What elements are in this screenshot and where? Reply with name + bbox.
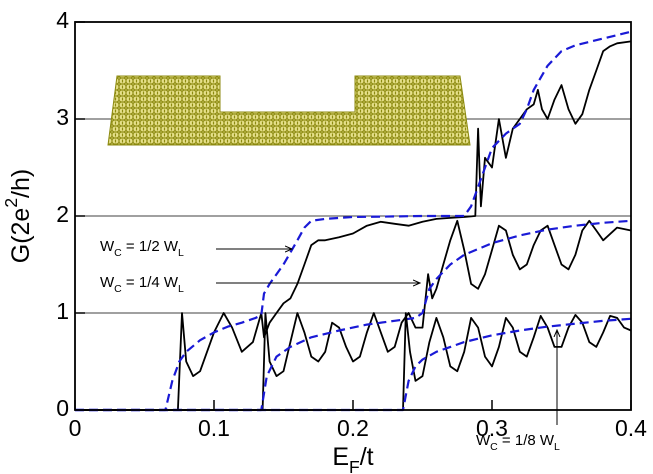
annotation: WC = 1/4 WL: [100, 274, 184, 295]
annotation-part: L: [178, 283, 184, 295]
annotation-part: = 1/2 W: [122, 238, 179, 255]
series-line: [75, 312, 632, 411]
graphene-inset: [107, 75, 471, 146]
plot-frame: [74, 21, 632, 411]
y-axis-label: G(2e2/h): [1, 169, 35, 264]
annotation-part: C: [490, 441, 498, 453]
series-line: [75, 40, 632, 411]
series-line: [75, 219, 632, 412]
x-tick-label: 0.1: [198, 415, 230, 441]
x-tick-label: 0.3: [476, 415, 508, 441]
annotation-arrows: [216, 249, 557, 425]
annotation-part: W: [476, 432, 491, 449]
x-tick-label: 0: [69, 415, 82, 441]
x-tick-label: 0.2: [337, 415, 369, 441]
series-line: [75, 219, 632, 411]
y-tick-label: 2: [56, 201, 69, 227]
y-tick-label: 0: [56, 395, 69, 421]
x-axis-label-part: E: [332, 443, 349, 471]
y-tick-label: 3: [56, 104, 69, 130]
annotation-part: = 1/4 W: [122, 274, 179, 291]
annotation-part: = 1/8 W: [498, 432, 555, 449]
x-axis-label-part: /t: [360, 443, 374, 471]
x-axis-label-part: F: [349, 457, 360, 474]
annotation-part: L: [554, 441, 560, 453]
y-tick-label: 4: [56, 7, 69, 33]
annotation-part: W: [100, 238, 115, 255]
x-tick-label: 0.4: [615, 415, 647, 441]
series-line: [75, 30, 632, 412]
x-axis-label: EF/t: [332, 443, 373, 474]
plot-area: [74, 21, 632, 412]
series-line: [75, 317, 632, 412]
annotation: WC = 1/8 WL: [476, 432, 560, 453]
annotation-part: C: [114, 247, 122, 259]
y-axis-label-part: 2: [1, 198, 21, 208]
annotation-part: W: [100, 274, 115, 291]
y-tick-label: 1: [56, 298, 69, 324]
y-axis-label-part: G(2e: [7, 208, 35, 264]
annotation: WC = 1/2 WL: [100, 238, 184, 259]
annotation-part: L: [178, 247, 184, 259]
y-axis-label-part: /h): [7, 169, 35, 198]
annotation-part: C: [114, 283, 122, 295]
